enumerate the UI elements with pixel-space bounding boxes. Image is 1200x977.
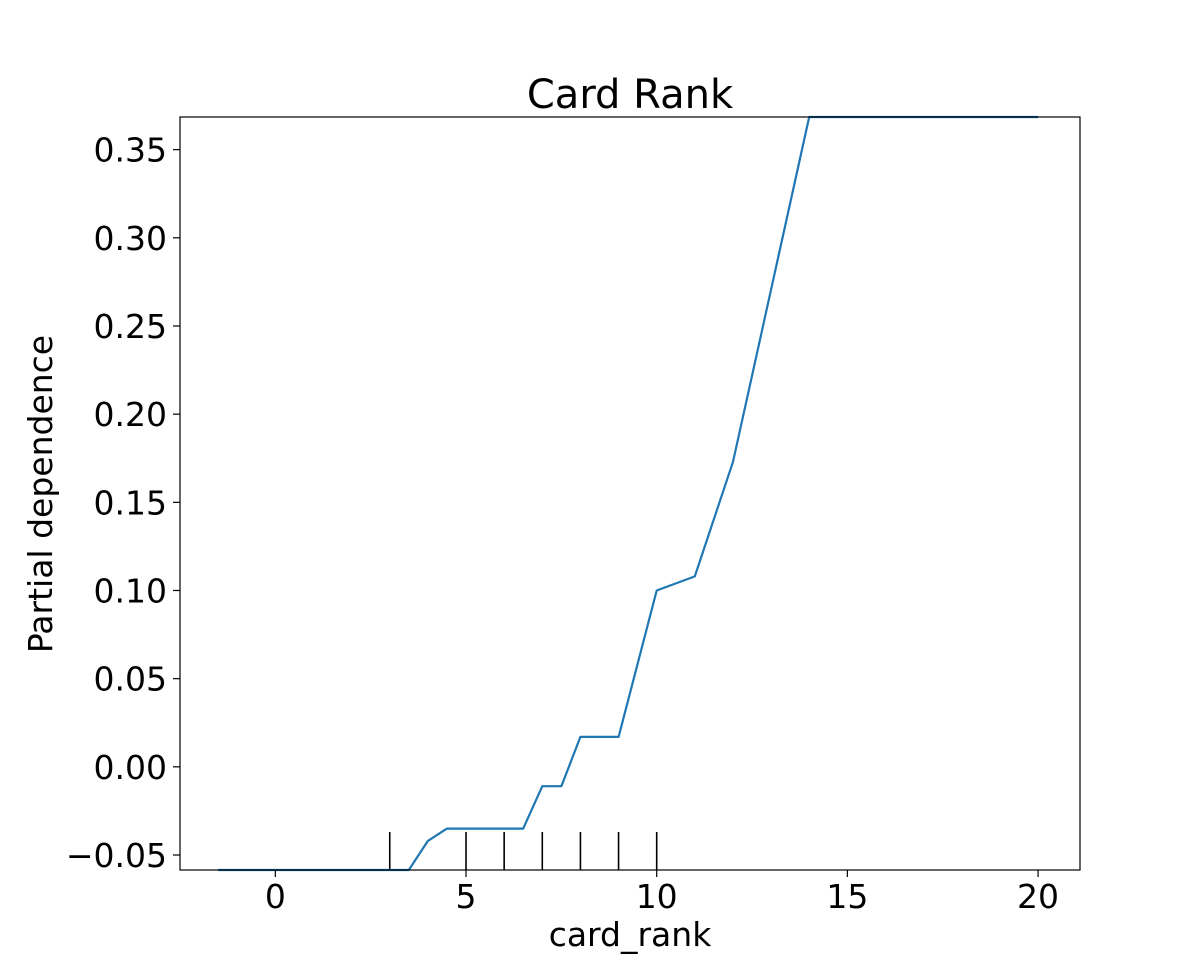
- x-tick-label: 10: [636, 877, 678, 916]
- x-tick-label: 0: [265, 877, 286, 916]
- series-line: [218, 115, 1039, 872]
- axes-frame: [179, 116, 1081, 871]
- y-axis-label: Partial dependence: [21, 335, 60, 653]
- y-tick-label: 0.15: [94, 483, 167, 522]
- y-tick-label: 0.05: [94, 660, 167, 699]
- x-axis-ticks: 0 5 10 15 20: [265, 870, 1059, 916]
- y-tick-label: −0.05: [66, 836, 167, 875]
- y-tick-label: 0.35: [94, 131, 167, 170]
- x-tick-label: 20: [1017, 877, 1059, 916]
- rug-marks: [388, 832, 658, 870]
- x-tick-label: 5: [456, 877, 477, 916]
- y-tick-label: 0.00: [94, 748, 167, 787]
- y-tick-label: 0.20: [94, 395, 167, 434]
- x-axis-label: card_rank: [549, 915, 713, 954]
- y-tick-label: 0.25: [94, 307, 167, 346]
- x-tick-label: 15: [826, 877, 868, 916]
- chart-title: Card Rank: [527, 72, 734, 118]
- y-axis-ticks: −0.05 0.00 0.05 0.10 0.15 0.20 0.25 0.30 0.35: [66, 131, 180, 875]
- series-layer: [218, 115, 1039, 872]
- y-tick-label: 0.30: [94, 219, 167, 258]
- y-tick-label: 0.10: [94, 571, 167, 610]
